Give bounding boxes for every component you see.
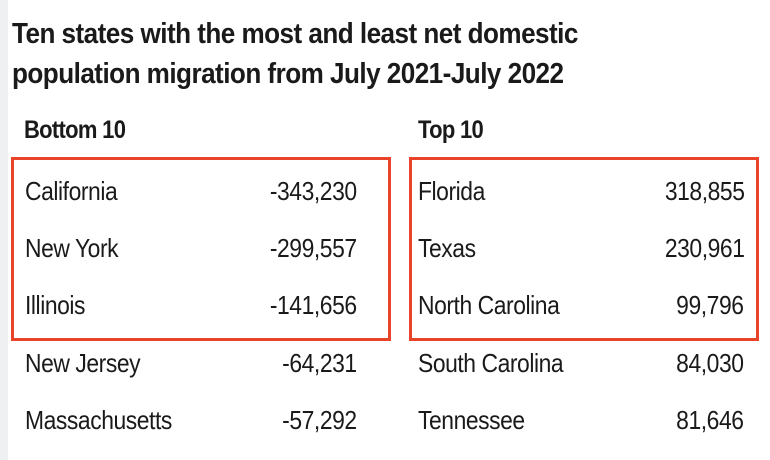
- table-row: Massachusetts -57,292: [25, 405, 357, 435]
- migration-value: -64,231: [282, 348, 357, 378]
- table-row: Florida 318,855: [418, 176, 744, 206]
- state-name: New York: [25, 233, 119, 263]
- state-name: New Jersey: [25, 348, 141, 378]
- migration-value: -343,230: [270, 176, 357, 206]
- table-row: New York -299,557: [25, 233, 357, 263]
- migration-value: -57,292: [282, 405, 357, 435]
- migration-value: 230,961: [664, 233, 744, 263]
- state-name: Massachusetts: [25, 405, 172, 435]
- state-name: Texas: [418, 233, 476, 263]
- state-name: South Carolina: [418, 348, 564, 378]
- title-line-2: population migration from July 2021-July…: [12, 58, 564, 90]
- migration-value: -299,557: [270, 233, 357, 263]
- state-name: California: [25, 176, 118, 206]
- table-row: South Carolina 84,030: [418, 348, 744, 378]
- table-row: Illinois -141,656: [25, 290, 357, 320]
- top-highlight-box: [409, 157, 759, 341]
- left-edge-strip: [0, 0, 8, 460]
- bottom-highlight-box: [11, 157, 391, 341]
- migration-value: 318,855: [664, 176, 744, 206]
- table-row: Tennessee 81,646: [418, 405, 744, 435]
- table-row: North Carolina 99,796: [418, 290, 744, 320]
- chart-title: Ten states with the most and least net d…: [12, 14, 696, 94]
- table-row: Texas 230,961: [418, 233, 744, 263]
- table-row: New Jersey -64,231: [25, 348, 357, 378]
- state-name: Illinois: [25, 290, 86, 320]
- state-name: Florida: [418, 176, 485, 206]
- title-line-1: Ten states with the most and least net d…: [12, 18, 578, 50]
- migration-value: 84,030: [676, 348, 745, 378]
- migration-value: 81,646: [676, 405, 745, 435]
- migration-value: -141,656: [270, 290, 357, 320]
- bottom-10-heading: Bottom 10: [24, 116, 126, 144]
- state-name: North Carolina: [418, 290, 560, 320]
- table-row: California -343,230: [25, 176, 357, 206]
- migration-value: 99,796: [676, 290, 745, 320]
- top-10-heading: Top 10: [418, 116, 484, 144]
- state-name: Tennessee: [418, 405, 525, 435]
